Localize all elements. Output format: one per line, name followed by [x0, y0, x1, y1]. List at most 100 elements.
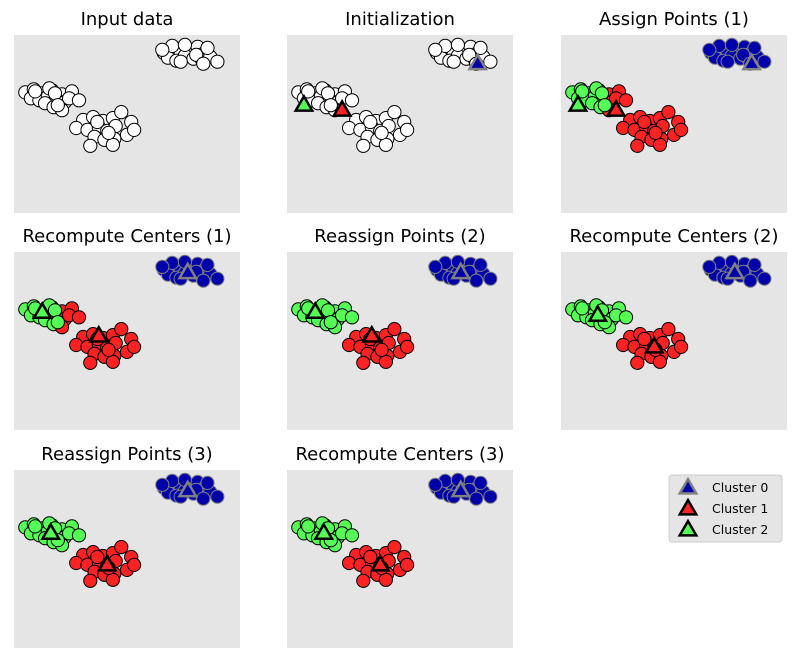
point-1-39 — [323, 98, 338, 113]
panel-title-6: Reassign Points (3) — [41, 444, 212, 465]
point-7-55 — [356, 573, 371, 588]
center-4-2 — [304, 300, 326, 319]
center-2-0 — [741, 52, 763, 71]
legend-box — [668, 474, 783, 543]
panel-1: Initialization — [287, 9, 513, 213]
point-6-44 — [114, 540, 129, 555]
point-4-56 — [378, 354, 393, 369]
point-4-44 — [387, 322, 402, 337]
point-2-38 — [594, 86, 610, 101]
point-5-16 — [743, 273, 758, 288]
point-0-58 — [90, 114, 105, 130]
point-1-17 — [446, 54, 461, 69]
point-1-57 — [400, 122, 415, 137]
point-1-14 — [450, 37, 465, 53]
point-5-12 — [757, 271, 772, 286]
point-6-36 — [71, 528, 87, 543]
point-1-18 — [473, 40, 488, 56]
point-3-38 — [47, 303, 63, 318]
panels-layer: Input data Initialization Assign Points (1… — [14, 9, 787, 648]
point-2-59 — [648, 125, 663, 140]
point-3-16 — [196, 273, 211, 288]
legend-label-0: Cluster 0 — [712, 480, 768, 495]
point-2-44 — [661, 105, 676, 120]
point-2-55 — [630, 138, 645, 153]
panel-title-2: Assign Points (1) — [599, 9, 749, 30]
point-6-55 — [83, 573, 98, 588]
point-0-14 — [177, 37, 192, 53]
point-2-39 — [597, 98, 612, 113]
center-1-2 — [293, 93, 315, 112]
panel-title-5: Recompute Centers (2) — [569, 226, 778, 247]
point-6-58 — [90, 549, 105, 565]
point-2-19 — [702, 42, 717, 57]
panel-title-4: Reassign Points (2) — [314, 226, 485, 247]
center-5-0 — [724, 261, 746, 280]
point-1-37 — [301, 84, 316, 99]
point-4-57 — [400, 339, 415, 354]
center-6-1 — [96, 553, 118, 572]
point-0-59 — [101, 125, 116, 140]
center-7-2 — [313, 521, 335, 540]
center-3-2 — [31, 300, 53, 319]
point-6-57 — [127, 557, 142, 573]
point-4-36 — [344, 310, 360, 325]
point-0-16 — [196, 56, 211, 71]
point-1-44 — [387, 105, 402, 120]
center-5-2 — [587, 303, 609, 322]
point-2-56 — [652, 137, 668, 152]
point-2-14 — [724, 37, 740, 53]
point-2-37 — [575, 84, 590, 99]
point-7-18 — [473, 475, 488, 490]
point-5-56 — [652, 354, 668, 369]
point-4-16 — [469, 273, 484, 288]
point-7-36 — [344, 528, 360, 543]
point-1-36 — [344, 93, 360, 108]
point-4-59 — [374, 342, 389, 357]
panel-title-0: Input data — [81, 9, 174, 30]
point-3-39 — [50, 315, 65, 330]
point-6-18 — [200, 475, 215, 490]
point-5-36 — [618, 310, 634, 325]
center-4-1 — [361, 324, 383, 343]
point-1-59 — [374, 125, 389, 140]
point-5-19 — [702, 259, 717, 274]
point-0-37 — [28, 84, 43, 99]
legend-label-2: Cluster 2 — [712, 522, 768, 537]
point-7-19 — [428, 477, 443, 492]
point-5-57 — [674, 339, 689, 354]
point-0-18 — [200, 40, 215, 56]
point-4-38 — [320, 303, 336, 318]
center-1-0 — [467, 52, 489, 71]
panel-6: Reassign Points (3) — [14, 444, 240, 648]
point-3-55 — [83, 355, 98, 370]
point-6-16 — [196, 491, 211, 506]
center-6-0 — [177, 479, 199, 498]
legend: Cluster 0 Cluster 1 Cluster 2 — [668, 474, 783, 543]
point-0-57 — [127, 122, 142, 137]
point-0-12 — [210, 54, 225, 69]
point-0-19 — [155, 42, 170, 57]
point-1-19 — [428, 42, 443, 57]
panel-7: Recompute Centers (3) — [287, 444, 513, 648]
center-6-2 — [40, 521, 62, 540]
center-2-1 — [605, 98, 627, 117]
panel-title-7: Recompute Centers (3) — [295, 444, 504, 465]
legend-marker-0 — [677, 476, 699, 495]
legend-marker-2 — [677, 518, 699, 537]
panel-title-1: Initialization — [345, 9, 455, 30]
point-3-44 — [114, 322, 129, 337]
point-3-56 — [105, 354, 121, 369]
point-7-37 — [301, 519, 316, 534]
point-3-12 — [210, 271, 225, 286]
point-4-55 — [356, 355, 371, 370]
point-0-56 — [105, 137, 121, 152]
panel-title-3: Recompute Centers (1) — [22, 226, 231, 247]
point-3-57 — [127, 339, 142, 354]
point-0-17 — [173, 54, 188, 69]
center-5-1 — [643, 335, 665, 354]
point-6-12 — [210, 489, 225, 504]
center-4-0 — [450, 261, 472, 280]
point-7-44 — [387, 540, 402, 555]
point-4-12 — [483, 271, 498, 286]
